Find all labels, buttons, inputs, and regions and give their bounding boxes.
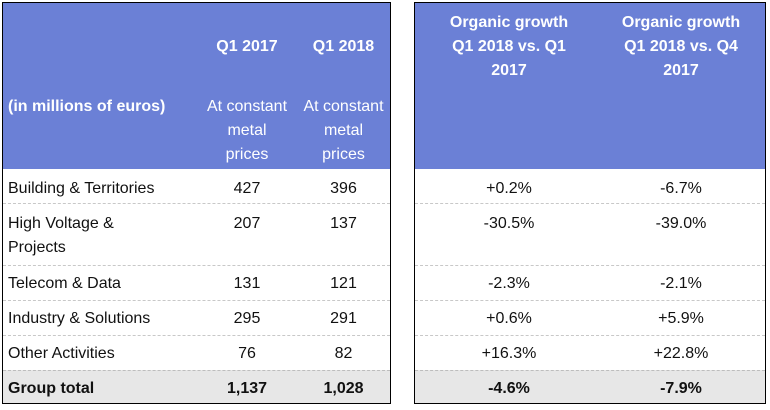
row-value-q1-2017: 295 — [233, 310, 261, 327]
row-label-line-1: High Voltage & — [8, 215, 114, 232]
row-growth-vs-q1: +0.2% — [486, 180, 532, 197]
row-growth-vs-q1: -2.3% — [488, 275, 530, 292]
row-growth-vs-q4: -39.0% — [655, 215, 707, 232]
total-label: Group total — [8, 380, 95, 397]
growth-q1-line-2: Q1 2018 vs. Q1 — [452, 38, 566, 55]
left-table: Q1 2017 Q1 2018 (in millions of euros) A… — [2, 2, 391, 404]
row-label: High Voltage & Projects — [8, 212, 114, 260]
constant-line-2: metal — [323, 122, 364, 139]
row-value-q1-2017: 207 — [233, 215, 261, 232]
total-row: Group total 1,137 1,028 — [3, 370, 390, 403]
growth-q4-line-1: Organic growth — [621, 14, 741, 31]
growth-q1-line-3: 2017 — [491, 62, 527, 79]
row-value-q1-2018: 137 — [330, 215, 357, 232]
total-row: -4.6% -7.9% — [415, 370, 765, 403]
table-row: Other Activities 76 82 — [3, 335, 390, 371]
growth-q4-line-3: 2017 — [663, 62, 699, 79]
row-value-q1-2018: 396 — [330, 180, 357, 197]
constant-prices-note-2018: At constant metal prices — [295, 95, 392, 167]
row-growth-vs-q1: +16.3% — [481, 345, 537, 362]
row-label: Industry & Solutions — [8, 310, 151, 327]
table-row: -2.3% -2.1% — [415, 265, 765, 301]
col-header-growth-vs-q4: Organic growth Q1 2018 vs. Q4 2017 — [595, 11, 767, 83]
constant-line-3: prices — [322, 146, 365, 163]
constant-line-3: prices — [225, 146, 269, 163]
col-header-q1-2018: Q1 2018 — [312, 38, 375, 55]
row-label: Telecom & Data — [8, 275, 121, 292]
table-row: +16.3% +22.8% — [415, 335, 765, 371]
row-value-q1-2018: 121 — [330, 275, 357, 292]
row-label-line-2: Projects — [8, 239, 66, 256]
constant-line-1: At constant — [206, 98, 288, 115]
total-growth-vs-q4: -7.9% — [660, 380, 702, 397]
table-row: Industry & Solutions 295 291 — [3, 300, 390, 336]
total-value-q1-2018: 1,028 — [323, 380, 364, 397]
table-row: Building & Territories 427 396 — [3, 169, 390, 203]
row-value-q1-2017: 76 — [238, 345, 256, 362]
row-label: Other Activities — [8, 345, 115, 362]
row-growth-vs-q4: -6.7% — [660, 180, 702, 197]
total-value-q1-2017: 1,137 — [226, 380, 268, 397]
row-growth-vs-q1: -30.5% — [483, 215, 535, 232]
row-growth-vs-q4: +22.8% — [653, 345, 709, 362]
right-table-header: Organic growth Q1 2018 vs. Q1 2017 Organ… — [415, 3, 765, 169]
row-value-q1-2017: 427 — [233, 180, 261, 197]
unit-label: (in millions of euros) — [8, 98, 166, 115]
growth-q1-line-1: Organic growth — [449, 14, 569, 31]
row-growth-vs-q4: -2.1% — [660, 275, 702, 292]
left-table-header: Q1 2017 Q1 2018 (in millions of euros) A… — [3, 3, 390, 169]
table-row: +0.6% +5.9% — [415, 300, 765, 336]
total-growth-vs-q1: -4.6% — [488, 380, 530, 397]
right-table: Organic growth Q1 2018 vs. Q1 2017 Organ… — [414, 2, 766, 404]
col-header-growth-vs-q1: Organic growth Q1 2018 vs. Q1 2017 — [423, 11, 595, 83]
constant-line-1: At constant — [303, 98, 384, 115]
constant-line-2: metal — [227, 122, 267, 139]
table-row: High Voltage & Projects 207 137 — [3, 203, 390, 266]
row-growth-vs-q1: +0.6% — [486, 310, 532, 327]
growth-q4-line-2: Q1 2018 vs. Q4 — [624, 38, 738, 55]
row-value-q1-2018: 291 — [330, 310, 357, 327]
row-growth-vs-q4: +5.9% — [658, 310, 704, 327]
table-row: +0.2% -6.7% — [415, 169, 765, 203]
row-value-q1-2017: 131 — [233, 275, 261, 292]
row-label: Building & Territories — [8, 180, 155, 197]
table-row: Telecom & Data 131 121 — [3, 265, 390, 301]
col-header-q1-2017: Q1 2017 — [216, 38, 278, 55]
constant-prices-note-2017: At constant metal prices — [199, 95, 295, 167]
table-row: -30.5% -39.0% — [415, 203, 765, 266]
row-value-q1-2018: 82 — [334, 345, 353, 362]
